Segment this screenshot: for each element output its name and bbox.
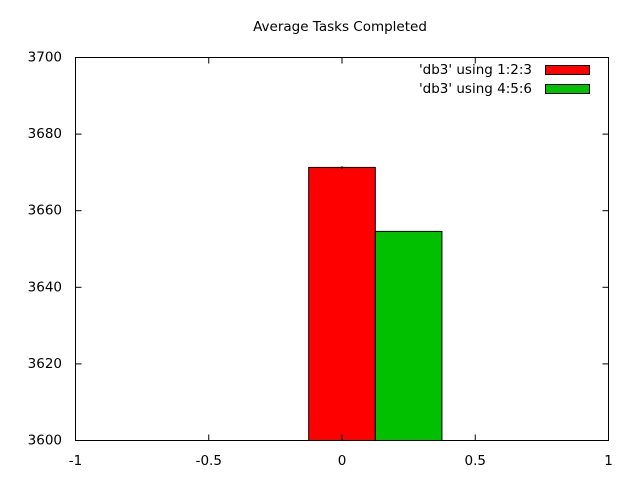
xtick-label: -0.5 [196,453,222,469]
ticks-group: 3600 3620 3640 3660 3680 3700 -1 -0.5 0 0.5 1 [28,50,613,470]
legend-label-series-1: 'db3' using 1:2:3 [419,62,532,78]
legend-swatch-series-1 [545,65,590,75]
ytick-label: 3700 [28,50,62,66]
legend-swatch-series-2 [545,84,590,94]
plot-frame [75,57,609,441]
bar-series-2 [374,230,443,441]
legend: 'db3' using 1:2:3 'db3' using 4:5:6 [419,62,590,97]
xtick-label: -1 [69,453,82,469]
xtick-label: 1 [604,453,613,469]
xtick-label: 0.5 [465,453,486,469]
ytick-label: 3660 [28,203,62,219]
ytick-label: 3680 [28,126,62,142]
chart-title: Average Tasks Completed [253,19,427,35]
ytick-label: 3600 [28,433,62,449]
legend-label-series-2: 'db3' using 4:5:6 [419,81,532,97]
ytick-label: 3620 [28,356,62,372]
xtick-label: 0 [338,453,347,469]
ytick-label: 3640 [28,279,62,295]
bars-group [308,166,443,442]
bar-series-1 [308,166,376,442]
